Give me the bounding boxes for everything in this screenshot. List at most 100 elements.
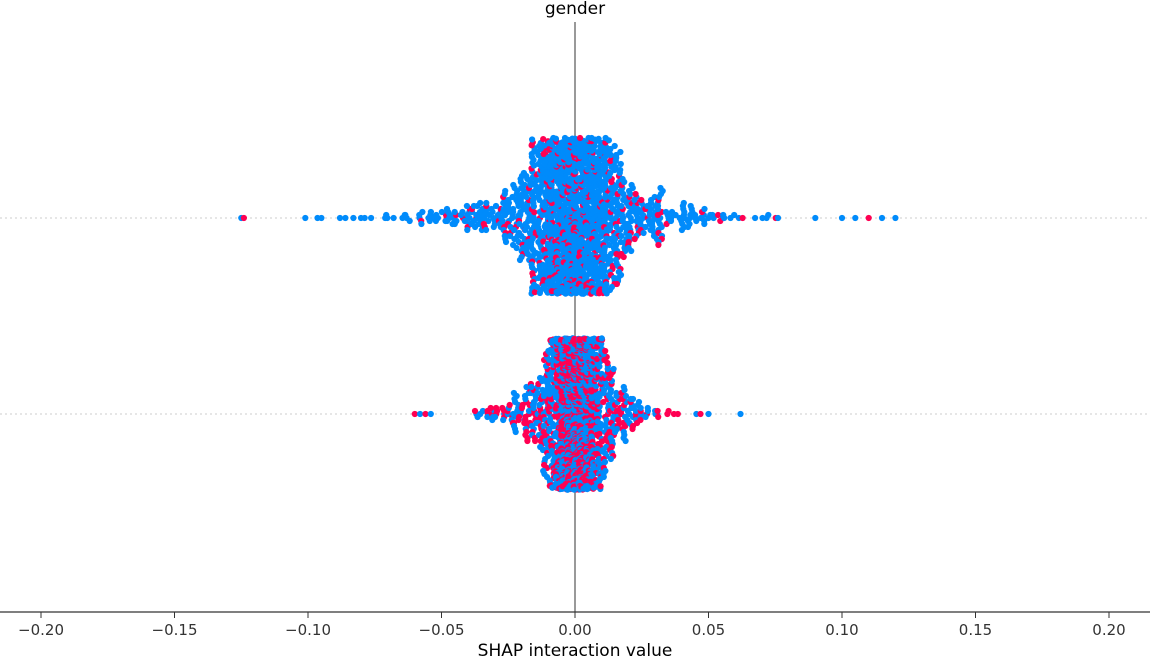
data-point — [687, 202, 694, 210]
data-point — [642, 223, 649, 231]
data-point — [532, 437, 539, 445]
data-point — [553, 288, 560, 295]
data-point — [537, 374, 544, 382]
data-point — [588, 134, 595, 142]
x-tick-label: 0.05 — [692, 621, 725, 639]
data-point — [529, 136, 536, 143]
data-point — [701, 220, 708, 228]
data-point — [368, 214, 375, 222]
data-point — [752, 214, 759, 222]
data-point — [444, 217, 451, 225]
data-point — [684, 223, 692, 231]
data-point — [390, 214, 397, 222]
data-point — [582, 225, 589, 232]
data-point — [535, 274, 542, 282]
data-point — [617, 160, 624, 168]
chart-title: gender — [545, 0, 605, 19]
data-point — [475, 220, 482, 228]
data-point — [691, 211, 699, 219]
data-point — [631, 235, 638, 243]
data-point — [892, 214, 899, 222]
data-point — [523, 383, 530, 391]
data-point — [598, 335, 605, 342]
data-point — [812, 214, 819, 222]
data-point — [479, 407, 486, 415]
data-point — [617, 148, 624, 156]
data-point — [647, 205, 655, 213]
data-point — [709, 211, 716, 219]
data-point — [564, 287, 571, 294]
data-point — [492, 413, 499, 421]
data-point — [523, 172, 530, 180]
data-point — [611, 142, 618, 150]
data-point — [635, 398, 643, 406]
data-point — [471, 407, 479, 415]
data-point — [601, 386, 608, 394]
data-point — [522, 416, 529, 424]
data-point — [510, 226, 518, 234]
data-point — [765, 211, 772, 219]
data-point — [662, 208, 670, 216]
data-point — [418, 220, 425, 228]
data-point — [485, 217, 492, 225]
data-point — [432, 217, 439, 225]
data-point — [657, 184, 664, 192]
data-point — [737, 410, 744, 418]
data-point — [417, 410, 424, 418]
data-point — [637, 416, 644, 424]
data-point — [600, 473, 607, 481]
data-point — [464, 226, 471, 234]
data-point — [597, 289, 604, 296]
data-point — [620, 253, 627, 261]
data-point — [672, 211, 679, 219]
data-point — [591, 287, 598, 294]
data-point — [607, 169, 614, 177]
data-point — [612, 163, 619, 171]
x-tick-label: 0.15 — [959, 621, 992, 639]
data-point — [451, 220, 458, 228]
data-point — [701, 205, 708, 213]
data-point — [693, 217, 700, 225]
data-point — [629, 395, 637, 403]
data-point — [342, 214, 349, 222]
data-point — [644, 404, 651, 412]
data-point — [438, 208, 445, 216]
x-tick-label: −0.15 — [152, 621, 198, 639]
data-point — [630, 404, 637, 412]
data-point — [477, 199, 484, 207]
data-point — [546, 356, 553, 363]
x-tick-label: 0.20 — [1092, 621, 1125, 639]
data-point — [361, 214, 368, 222]
data-point — [426, 217, 433, 225]
data-point — [878, 214, 886, 222]
data-point — [502, 238, 510, 246]
data-point — [612, 428, 619, 436]
data-point — [607, 455, 615, 463]
data-point — [240, 214, 247, 222]
x-tick-label: 0.00 — [558, 621, 591, 639]
data-point — [350, 214, 357, 222]
data-point — [628, 247, 635, 255]
data-point — [500, 416, 507, 424]
data-point — [576, 336, 583, 343]
data-point — [622, 392, 630, 400]
data-point — [451, 208, 458, 216]
x-tick-label: −0.05 — [419, 621, 465, 639]
data-point — [522, 226, 529, 234]
data-point — [607, 145, 614, 153]
data-point — [632, 190, 639, 198]
x-axis-title: SHAP interaction value — [478, 641, 673, 660]
data-point — [619, 175, 626, 183]
data-point — [715, 211, 722, 219]
data-point — [483, 226, 490, 234]
data-point — [510, 181, 517, 189]
data-point — [336, 214, 344, 222]
data-point — [838, 214, 846, 222]
data-point — [402, 211, 409, 219]
x-axis-ticks: −0.20 −0.15 −0.10 −0.05 0.00 0.05 0.10 0.15 0.20 — [18, 612, 1126, 639]
data-point — [513, 244, 520, 252]
data-point — [680, 199, 687, 207]
data-point — [852, 214, 859, 222]
data-point — [774, 214, 782, 222]
data-point — [697, 410, 704, 418]
